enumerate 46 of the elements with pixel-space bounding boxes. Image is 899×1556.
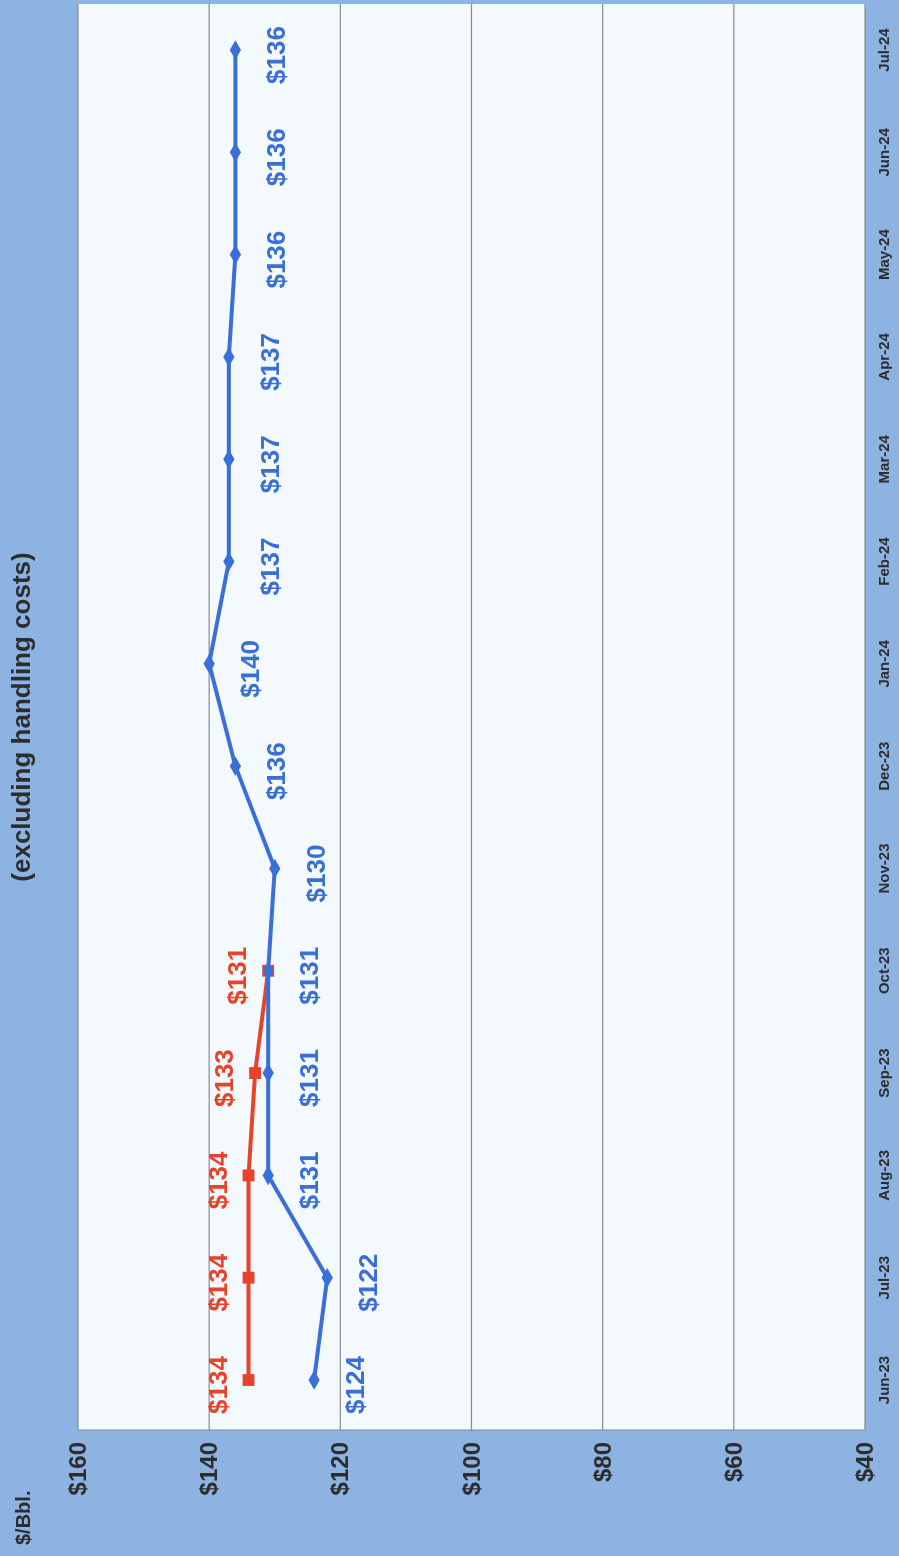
text: (excluding handling costs): [6, 552, 36, 882]
y-tick-label: Apr-24: [875, 332, 892, 381]
x-tick-label: $120: [326, 1442, 354, 1496]
x-tick-label: $40: [851, 1442, 878, 1483]
data-label: $136: [261, 230, 292, 289]
data-label: $136: [261, 128, 292, 187]
point: [242, 1271, 255, 1284]
x-tick-label: $140: [195, 1442, 223, 1496]
data-label: $134: [202, 1253, 233, 1312]
y-tick-label: Oct-23: [875, 947, 892, 995]
data-label: $131: [222, 946, 253, 1005]
data-label: $133: [209, 1049, 240, 1107]
data-label: $140: [235, 639, 266, 698]
point: [242, 1374, 255, 1386]
x-tick-label: $100: [457, 1442, 485, 1496]
y-tick-label: May-24: [875, 228, 892, 281]
y-tick-label: Jul-23: [875, 1256, 892, 1300]
x-tick-label: $80: [588, 1442, 616, 1483]
y-tick-label: Jan-24: [875, 639, 892, 688]
data-label: $137: [254, 333, 285, 391]
y-tick-label: Sep-23: [875, 1048, 892, 1098]
data-label: $131: [294, 1151, 325, 1210]
data-label: $137: [254, 435, 285, 494]
data-label: $131: [294, 1049, 325, 1107]
data-label: $124: [340, 1355, 371, 1414]
y-tick-label: Jul-24: [875, 27, 892, 72]
x-tick-label: $60: [719, 1442, 747, 1483]
y-tick-label: Jun-23: [875, 1355, 892, 1405]
point: [242, 1169, 255, 1182]
data-label: $134: [202, 1150, 233, 1210]
data-label: $134: [202, 1355, 233, 1414]
x-tick-label: $160: [64, 1442, 91, 1496]
data-label: $136: [261, 742, 292, 801]
y-tick-label: Jun-24: [875, 127, 892, 177]
point: [249, 1067, 261, 1079]
text: $/Bbl.: [12, 1490, 34, 1545]
y-tick-label: Nov-23: [875, 843, 892, 894]
y-tick-label: Dec-23: [875, 741, 892, 791]
y-tick-label: Feb-24: [875, 536, 892, 586]
y-tick-label: Aug-23: [875, 1149, 892, 1201]
data-label: $130: [300, 844, 331, 903]
data-label: $131: [294, 946, 325, 1005]
data-label: $136: [261, 26, 292, 84]
y-tick-label: Mar-24: [875, 434, 892, 484]
data-label: $137: [254, 537, 285, 596]
data-label: $122: [353, 1253, 384, 1312]
